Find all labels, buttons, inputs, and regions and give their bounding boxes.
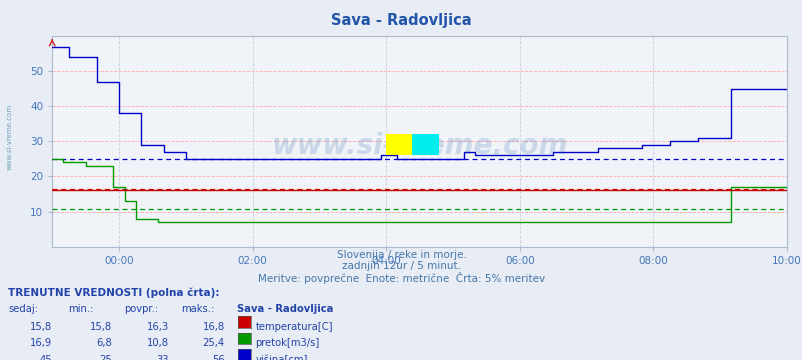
Text: 15,8: 15,8 xyxy=(30,322,52,332)
Text: 16,9: 16,9 xyxy=(30,338,52,348)
Text: temperatura[C]: temperatura[C] xyxy=(255,322,333,332)
Text: 16,3: 16,3 xyxy=(146,322,168,332)
Text: višina[cm]: višina[cm] xyxy=(255,355,307,360)
Text: zadnjih 12ur / 5 minut.: zadnjih 12ur / 5 minut. xyxy=(342,261,460,271)
Text: 33: 33 xyxy=(156,355,168,360)
Text: sedaj:: sedaj: xyxy=(8,304,38,314)
Text: povpr.:: povpr.: xyxy=(124,304,158,314)
Text: 25,4: 25,4 xyxy=(202,338,225,348)
Text: 56: 56 xyxy=(212,355,225,360)
Text: Slovenija / reke in morje.: Slovenija / reke in morje. xyxy=(336,250,466,260)
Bar xyxy=(411,134,439,156)
Text: www.si-vreme.com: www.si-vreme.com xyxy=(6,104,12,170)
Text: 16,8: 16,8 xyxy=(202,322,225,332)
Text: 15,8: 15,8 xyxy=(90,322,112,332)
Text: Sava - Radovljica: Sava - Radovljica xyxy=(237,304,333,314)
Text: 45: 45 xyxy=(39,355,52,360)
Text: pretok[m3/s]: pretok[m3/s] xyxy=(255,338,319,348)
Text: 6,8: 6,8 xyxy=(96,338,112,348)
Text: 25: 25 xyxy=(99,355,112,360)
Text: www.si-vreme.com: www.si-vreme.com xyxy=(271,131,567,159)
Text: maks.:: maks.: xyxy=(180,304,213,314)
Text: min.:: min.: xyxy=(68,304,94,314)
Text: Meritve: povprečne  Enote: metrične  Črta: 5% meritev: Meritve: povprečne Enote: metrične Črta:… xyxy=(257,272,545,284)
Text: Sava - Radovljica: Sava - Radovljica xyxy=(330,13,472,28)
Text: TRENUTNE VREDNOSTI (polna črta):: TRENUTNE VREDNOSTI (polna črta): xyxy=(8,288,219,298)
Bar xyxy=(385,134,411,156)
Text: 10,8: 10,8 xyxy=(147,338,168,348)
